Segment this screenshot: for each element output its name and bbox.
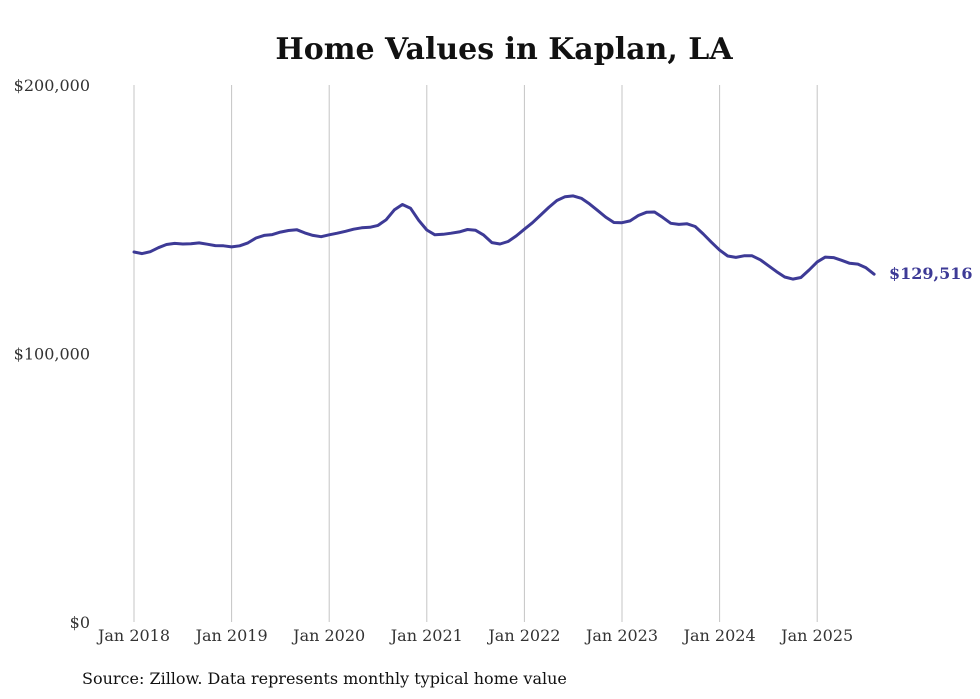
grid-lines	[133, 85, 818, 622]
chart-title: Home Values in Kaplan, LA	[275, 32, 733, 67]
source-note: Source: Zillow. Data represents monthly …	[82, 669, 567, 688]
x-axis: Jan 2018 Jan 2019 Jan 2020 Jan 2021 Jan 2022…	[96, 626, 853, 645]
series-line	[132, 194, 876, 281]
x-tick-label: Jan 2018	[96, 626, 170, 645]
y-axis: $0 $100,000 $200,000	[14, 76, 90, 632]
x-tick-label: Jan 2019	[194, 626, 268, 645]
x-tick-label: Jan 2024	[682, 626, 756, 645]
x-tick-label: Jan 2021	[389, 626, 463, 645]
x-tick-label: Jan 2020	[291, 626, 365, 645]
y-tick-label: $200,000	[14, 76, 90, 95]
end-value-label: $129,516	[889, 264, 973, 283]
x-tick-label: Jan 2025	[779, 626, 853, 645]
x-tick-label: Jan 2022	[486, 626, 560, 645]
y-tick-label: $0	[70, 613, 90, 632]
y-tick-label: $100,000	[14, 345, 90, 364]
x-tick-label: Jan 2023	[584, 626, 658, 645]
